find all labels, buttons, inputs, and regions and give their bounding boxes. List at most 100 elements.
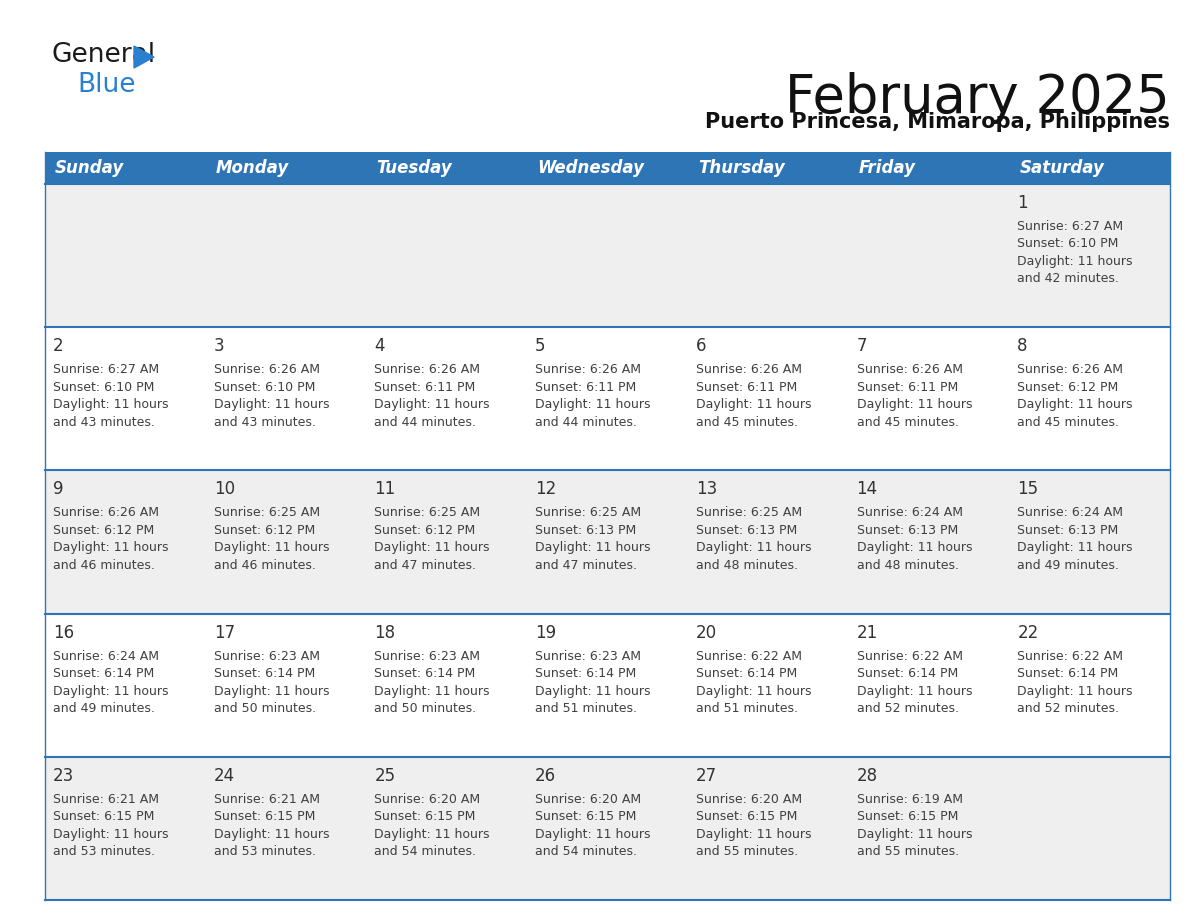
Text: and 51 minutes.: and 51 minutes. <box>535 702 637 715</box>
Text: Sunset: 6:15 PM: Sunset: 6:15 PM <box>214 811 315 823</box>
Text: and 46 minutes.: and 46 minutes. <box>53 559 154 572</box>
Text: Sunset: 6:14 PM: Sunset: 6:14 PM <box>374 667 475 680</box>
Text: 12: 12 <box>535 480 556 498</box>
Text: Sunset: 6:14 PM: Sunset: 6:14 PM <box>214 667 315 680</box>
Text: and 50 minutes.: and 50 minutes. <box>214 702 316 715</box>
Text: Sunset: 6:13 PM: Sunset: 6:13 PM <box>696 524 797 537</box>
Text: Sunrise: 6:24 AM: Sunrise: 6:24 AM <box>53 650 159 663</box>
Text: 27: 27 <box>696 767 718 785</box>
Text: Sunrise: 6:26 AM: Sunrise: 6:26 AM <box>1017 364 1124 376</box>
Text: 8: 8 <box>1017 337 1028 355</box>
Text: and 43 minutes.: and 43 minutes. <box>53 416 154 429</box>
Text: Daylight: 11 hours: Daylight: 11 hours <box>1017 542 1133 554</box>
Text: and 43 minutes.: and 43 minutes. <box>214 416 316 429</box>
Text: Daylight: 11 hours: Daylight: 11 hours <box>53 685 169 698</box>
Text: Daylight: 11 hours: Daylight: 11 hours <box>53 828 169 841</box>
Text: Sunset: 6:10 PM: Sunset: 6:10 PM <box>1017 238 1119 251</box>
Text: and 52 minutes.: and 52 minutes. <box>1017 702 1119 715</box>
Text: 19: 19 <box>535 623 556 642</box>
Text: Puerto Princesa, Mimaropa, Philippines: Puerto Princesa, Mimaropa, Philippines <box>704 112 1170 132</box>
Text: and 46 minutes.: and 46 minutes. <box>214 559 316 572</box>
Text: Sunrise: 6:22 AM: Sunrise: 6:22 AM <box>1017 650 1124 663</box>
Text: Daylight: 11 hours: Daylight: 11 hours <box>53 542 169 554</box>
Polygon shape <box>134 46 154 68</box>
Text: Daylight: 11 hours: Daylight: 11 hours <box>214 398 329 411</box>
Text: 17: 17 <box>214 623 235 642</box>
Text: Sunset: 6:14 PM: Sunset: 6:14 PM <box>696 667 797 680</box>
Text: Sunrise: 6:24 AM: Sunrise: 6:24 AM <box>857 507 962 520</box>
Text: 5: 5 <box>535 337 545 355</box>
Text: Monday: Monday <box>216 159 289 177</box>
Text: 20: 20 <box>696 623 718 642</box>
Bar <box>45 470 1170 613</box>
Text: Sunrise: 6:26 AM: Sunrise: 6:26 AM <box>374 364 480 376</box>
Text: 10: 10 <box>214 480 235 498</box>
Text: 24: 24 <box>214 767 235 785</box>
Text: Sunset: 6:14 PM: Sunset: 6:14 PM <box>535 667 637 680</box>
Text: Daylight: 11 hours: Daylight: 11 hours <box>857 685 972 698</box>
Text: 22: 22 <box>1017 623 1038 642</box>
Text: Sunset: 6:12 PM: Sunset: 6:12 PM <box>1017 381 1119 394</box>
Text: Sunset: 6:13 PM: Sunset: 6:13 PM <box>857 524 958 537</box>
Text: and 44 minutes.: and 44 minutes. <box>374 416 476 429</box>
Text: and 45 minutes.: and 45 minutes. <box>857 416 959 429</box>
Text: Daylight: 11 hours: Daylight: 11 hours <box>535 685 651 698</box>
Text: Sunrise: 6:27 AM: Sunrise: 6:27 AM <box>53 364 159 376</box>
Text: Sunrise: 6:22 AM: Sunrise: 6:22 AM <box>696 650 802 663</box>
Text: 6: 6 <box>696 337 707 355</box>
Text: and 51 minutes.: and 51 minutes. <box>696 702 798 715</box>
Text: and 54 minutes.: and 54 minutes. <box>535 845 637 858</box>
Text: Sunset: 6:13 PM: Sunset: 6:13 PM <box>535 524 637 537</box>
Text: Wednesday: Wednesday <box>537 159 644 177</box>
Text: Sunrise: 6:20 AM: Sunrise: 6:20 AM <box>696 793 802 806</box>
Text: and 49 minutes.: and 49 minutes. <box>53 702 154 715</box>
Text: Sunrise: 6:23 AM: Sunrise: 6:23 AM <box>535 650 642 663</box>
Text: Daylight: 11 hours: Daylight: 11 hours <box>535 398 651 411</box>
Text: Daylight: 11 hours: Daylight: 11 hours <box>696 828 811 841</box>
Text: and 45 minutes.: and 45 minutes. <box>696 416 798 429</box>
Text: Sunrise: 6:25 AM: Sunrise: 6:25 AM <box>374 507 481 520</box>
Text: Sunrise: 6:23 AM: Sunrise: 6:23 AM <box>214 650 320 663</box>
Text: Blue: Blue <box>77 72 135 98</box>
Text: Daylight: 11 hours: Daylight: 11 hours <box>857 542 972 554</box>
Text: 2: 2 <box>53 337 64 355</box>
Text: Sunrise: 6:20 AM: Sunrise: 6:20 AM <box>374 793 481 806</box>
Text: and 47 minutes.: and 47 minutes. <box>535 559 637 572</box>
Text: Sunset: 6:15 PM: Sunset: 6:15 PM <box>374 811 476 823</box>
Text: Daylight: 11 hours: Daylight: 11 hours <box>1017 398 1133 411</box>
Text: Daylight: 11 hours: Daylight: 11 hours <box>374 828 489 841</box>
Text: Saturday: Saturday <box>1019 159 1104 177</box>
Text: 1: 1 <box>1017 194 1028 212</box>
Text: Sunset: 6:12 PM: Sunset: 6:12 PM <box>214 524 315 537</box>
Text: 4: 4 <box>374 337 385 355</box>
Text: Daylight: 11 hours: Daylight: 11 hours <box>53 398 169 411</box>
Text: 9: 9 <box>53 480 63 498</box>
Text: and 53 minutes.: and 53 minutes. <box>53 845 154 858</box>
Text: Sunset: 6:14 PM: Sunset: 6:14 PM <box>53 667 154 680</box>
Text: Sunrise: 6:21 AM: Sunrise: 6:21 AM <box>53 793 159 806</box>
Text: Sunset: 6:15 PM: Sunset: 6:15 PM <box>53 811 154 823</box>
Text: Sunset: 6:12 PM: Sunset: 6:12 PM <box>53 524 154 537</box>
Text: Sunset: 6:12 PM: Sunset: 6:12 PM <box>374 524 475 537</box>
Text: and 45 minutes.: and 45 minutes. <box>1017 416 1119 429</box>
Text: 25: 25 <box>374 767 396 785</box>
Text: Sunrise: 6:23 AM: Sunrise: 6:23 AM <box>374 650 480 663</box>
Text: Sunset: 6:14 PM: Sunset: 6:14 PM <box>857 667 958 680</box>
Text: 15: 15 <box>1017 480 1038 498</box>
Text: Daylight: 11 hours: Daylight: 11 hours <box>1017 255 1133 268</box>
Text: Daylight: 11 hours: Daylight: 11 hours <box>374 685 489 698</box>
Text: Sunrise: 6:19 AM: Sunrise: 6:19 AM <box>857 793 962 806</box>
Text: Daylight: 11 hours: Daylight: 11 hours <box>535 828 651 841</box>
Text: Friday: Friday <box>859 159 916 177</box>
Text: 14: 14 <box>857 480 878 498</box>
Text: General: General <box>52 42 156 68</box>
Text: Daylight: 11 hours: Daylight: 11 hours <box>214 828 329 841</box>
Text: 7: 7 <box>857 337 867 355</box>
Text: Sunrise: 6:25 AM: Sunrise: 6:25 AM <box>696 507 802 520</box>
Text: Sunset: 6:11 PM: Sunset: 6:11 PM <box>696 381 797 394</box>
Text: Sunrise: 6:26 AM: Sunrise: 6:26 AM <box>214 364 320 376</box>
Bar <box>45 184 1170 327</box>
Bar <box>45 327 1170 470</box>
Text: Sunset: 6:10 PM: Sunset: 6:10 PM <box>214 381 315 394</box>
Text: Daylight: 11 hours: Daylight: 11 hours <box>857 398 972 411</box>
